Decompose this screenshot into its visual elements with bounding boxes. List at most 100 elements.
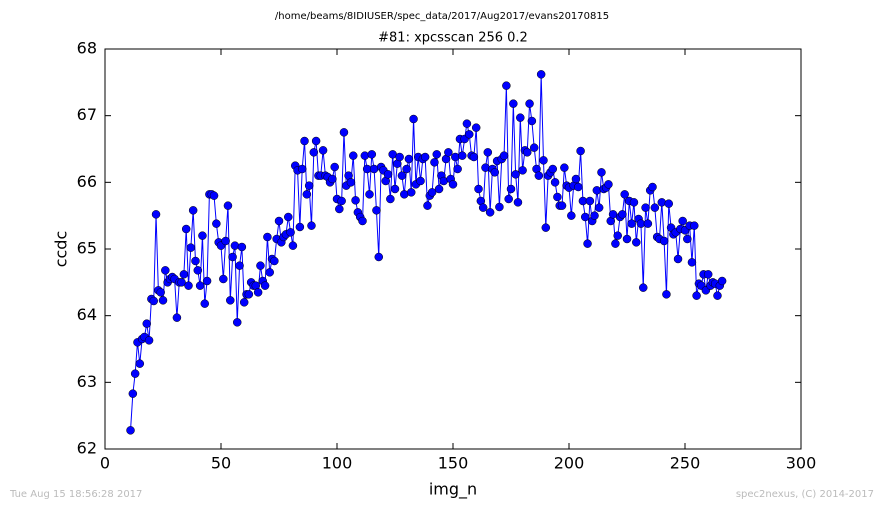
data-point [348, 151, 358, 160]
data-point [209, 191, 219, 200]
x-tick-label: 300 [786, 454, 817, 473]
data-point [128, 389, 138, 398]
data-point [717, 276, 727, 286]
data-point [650, 203, 660, 212]
x-tick-label: 250 [670, 454, 701, 473]
data-point [567, 211, 576, 220]
data-point [481, 163, 490, 172]
data-point [358, 216, 367, 226]
data-point [678, 216, 687, 226]
footer-left: Tue Aug 15 18:56:28 2017 [9, 489, 142, 500]
data-point [471, 123, 481, 132]
data-point [177, 278, 186, 287]
data-point [548, 164, 558, 174]
data-point [683, 234, 692, 244]
data-point [193, 266, 203, 275]
data-point [202, 276, 212, 286]
data-point [226, 296, 235, 305]
data-point [692, 291, 701, 300]
data-point [318, 146, 328, 155]
data-point [643, 219, 653, 228]
data-point [200, 299, 210, 308]
data-point [648, 182, 657, 192]
data-point [622, 234, 632, 244]
data-point [534, 171, 544, 180]
data-point [219, 274, 228, 284]
data-point [620, 190, 629, 199]
data-point [432, 150, 442, 159]
data-point [604, 180, 613, 189]
data-point [311, 136, 321, 146]
data-point [592, 186, 602, 195]
footer-right: spec2nexus, (C) 2014-2017 [736, 489, 874, 500]
data-point [641, 203, 650, 212]
data-point [427, 188, 437, 197]
data-point [560, 163, 569, 172]
data-point [330, 162, 339, 172]
data-point [397, 171, 407, 180]
x-tick-label: 100 [322, 454, 353, 473]
data-point [409, 114, 418, 124]
x-tick-label: 0 [100, 454, 110, 473]
data-point [618, 210, 627, 219]
data-point [365, 190, 374, 199]
y-axis-label: ccdc [52, 231, 71, 268]
data-point [451, 152, 460, 162]
data-point [673, 254, 683, 264]
data-point [576, 146, 585, 156]
data-point [297, 164, 307, 174]
data-point [383, 170, 393, 179]
data-point [260, 281, 270, 290]
data-point [406, 188, 416, 197]
data-point [235, 261, 244, 270]
data-point [462, 119, 472, 128]
data-point [230, 241, 240, 250]
data-point [191, 256, 200, 266]
data-point [574, 182, 583, 192]
data-point [156, 288, 165, 297]
data-point [469, 152, 479, 162]
data-point [337, 196, 346, 206]
data-point [300, 136, 309, 146]
data-point [483, 148, 493, 157]
data-point [416, 176, 425, 186]
data-point [703, 270, 713, 279]
data-point [263, 232, 272, 242]
data-point [420, 152, 430, 162]
data-point [444, 148, 453, 157]
data-point [423, 201, 432, 210]
data-point [516, 113, 525, 122]
data-point [158, 296, 168, 305]
y-tick-label: 68 [77, 39, 97, 58]
data-point [239, 298, 249, 307]
data-point [288, 241, 298, 250]
data-point [527, 116, 537, 126]
data-point [502, 81, 511, 90]
data-point [518, 166, 527, 175]
data-point [536, 70, 546, 79]
data-point [221, 236, 230, 246]
data-point [126, 426, 135, 435]
data-point [402, 164, 411, 174]
data-point [274, 216, 284, 226]
data-point [181, 224, 191, 234]
data-point [474, 184, 483, 194]
data-point [539, 156, 548, 165]
data-point [328, 174, 337, 184]
data-point [232, 318, 242, 327]
y-tick-label: 64 [77, 305, 97, 324]
data-point [295, 222, 305, 232]
data-point [541, 223, 551, 232]
data-point [571, 174, 581, 184]
data-point [212, 219, 221, 228]
data-point [360, 151, 370, 160]
data-point [223, 201, 233, 210]
data-point [458, 151, 467, 160]
data-point [522, 148, 532, 157]
data-point [478, 203, 488, 212]
y-tick-label: 62 [77, 439, 97, 458]
data-point [130, 369, 140, 378]
data-point [529, 143, 539, 152]
